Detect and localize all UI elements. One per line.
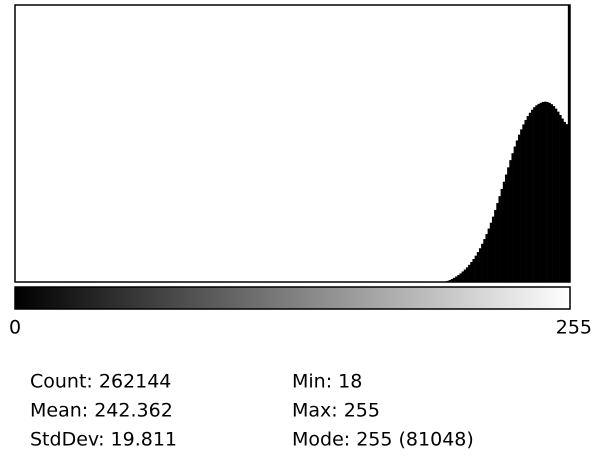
stat-text: StdDev: 19.811	[30, 429, 177, 451]
bar	[470, 262, 473, 282]
bar	[468, 264, 471, 282]
bar	[515, 140, 519, 282]
bar	[548, 102, 551, 282]
bar	[474, 255, 478, 282]
bar	[559, 114, 562, 282]
bar	[502, 181, 506, 282]
bar	[491, 216, 495, 282]
bar	[511, 153, 514, 282]
bar	[567, 5, 570, 282]
bar	[457, 275, 460, 282]
bar	[537, 103, 540, 282]
plot-frame	[14, 4, 571, 283]
bar	[450, 278, 454, 282]
bar	[448, 280, 452, 282]
bar	[455, 276, 458, 282]
x-tick-label: 255	[556, 317, 592, 339]
stat-text: Max: 255	[292, 400, 380, 422]
bar	[561, 118, 564, 282]
bar	[543, 101, 547, 282]
bar	[554, 108, 558, 282]
bar	[563, 121, 566, 282]
bar	[500, 188, 504, 282]
bar	[533, 107, 536, 282]
stat-text: Mean: 242.362	[30, 400, 173, 422]
bar	[526, 116, 530, 282]
bar	[507, 167, 510, 282]
bar	[489, 222, 493, 282]
bar	[550, 104, 553, 282]
bar	[496, 203, 499, 282]
bar	[522, 124, 525, 282]
bar	[487, 228, 491, 282]
bar	[565, 124, 569, 282]
bar	[541, 101, 545, 282]
bar	[498, 196, 501, 282]
bar	[535, 105, 538, 282]
bar	[504, 174, 508, 282]
bar	[530, 109, 534, 282]
gray-ramp	[14, 286, 571, 310]
bar	[476, 252, 480, 282]
bar	[509, 160, 512, 282]
bar	[528, 112, 532, 282]
bar	[556, 111, 560, 282]
bar	[459, 273, 462, 282]
bar	[520, 129, 523, 282]
bar	[485, 234, 488, 282]
bar	[465, 267, 469, 282]
bar	[463, 269, 467, 282]
bar	[481, 243, 484, 282]
x-tick-label: 0	[9, 317, 21, 339]
bar	[513, 146, 517, 282]
bar	[483, 239, 486, 282]
bar	[452, 277, 456, 282]
bar	[478, 248, 482, 282]
bar	[461, 271, 465, 282]
stat-text: Min: 18	[292, 371, 362, 393]
bar	[552, 106, 556, 282]
bar	[539, 102, 543, 282]
bar	[494, 209, 497, 282]
stat-text: Mode: 255 (81048)	[292, 429, 474, 451]
bars	[54, 5, 570, 282]
bar	[517, 134, 521, 282]
bar	[472, 259, 475, 282]
bar	[546, 101, 549, 282]
bar	[524, 119, 527, 282]
stat-text: Count: 262144	[30, 371, 171, 393]
